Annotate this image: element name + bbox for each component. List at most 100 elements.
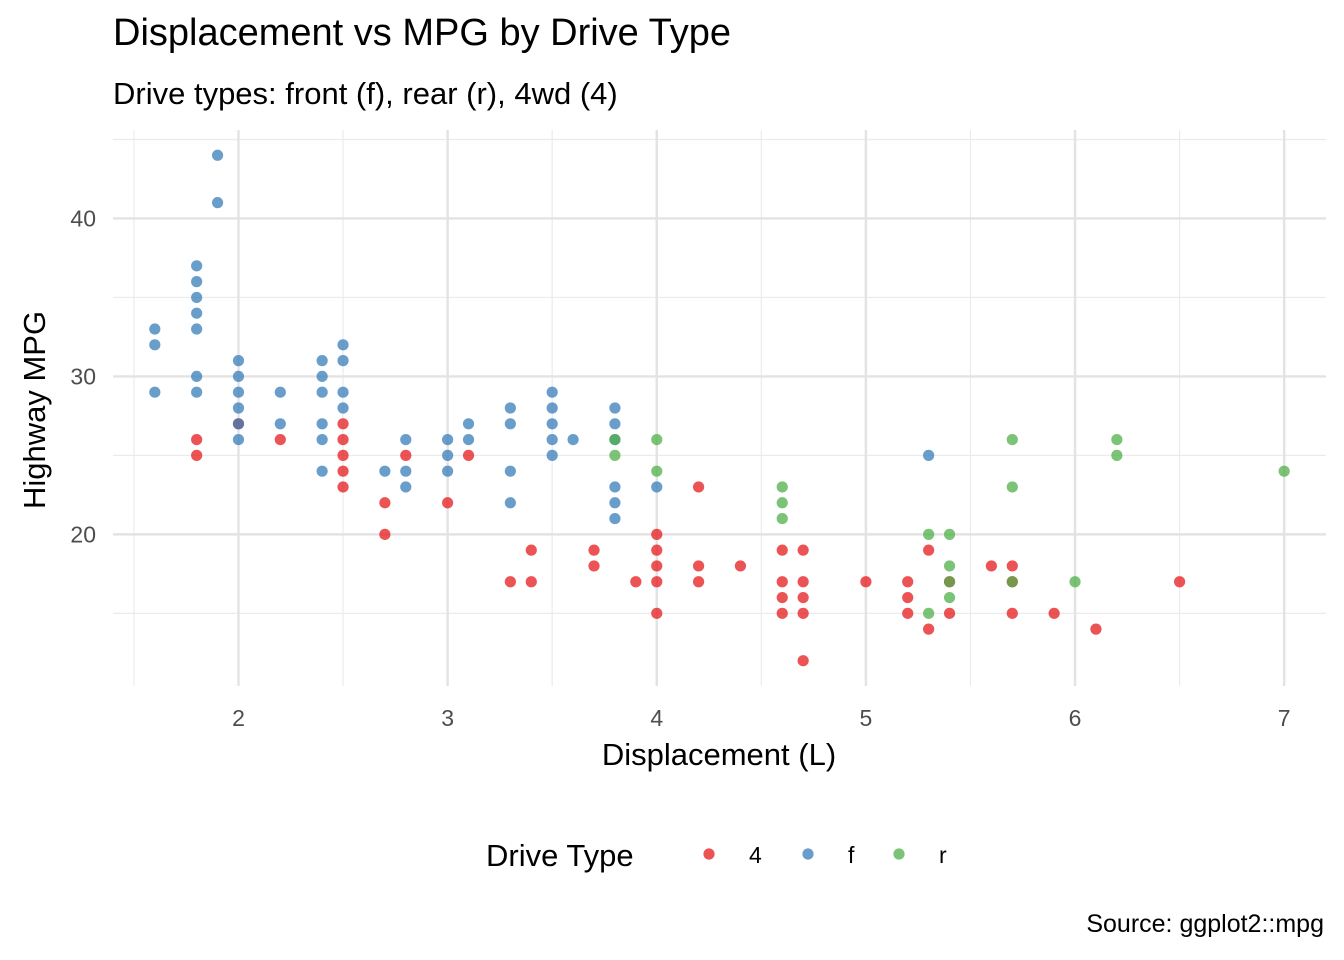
legend-key-4 xyxy=(703,848,715,860)
y-axis-ticks: 20 30 40 xyxy=(70,205,96,547)
point-f xyxy=(316,386,328,398)
point-4 xyxy=(1006,560,1018,572)
point-4 xyxy=(692,560,705,572)
point-r xyxy=(1111,449,1123,461)
point-4 xyxy=(191,449,203,461)
y-axis-title: Highway MPG xyxy=(17,311,52,509)
point-4 xyxy=(525,576,537,588)
major-gridlines xyxy=(113,130,1326,686)
point-f xyxy=(149,323,161,335)
point-r xyxy=(943,576,956,588)
point-r xyxy=(1111,433,1123,446)
x-tick-label: 7 xyxy=(1278,705,1291,731)
point-4 xyxy=(776,607,788,619)
y-tick-label: 30 xyxy=(70,363,96,389)
point-f xyxy=(316,465,328,477)
point-4 xyxy=(442,497,454,509)
point-r xyxy=(1069,576,1081,588)
x-tick-label: 3 xyxy=(441,705,454,731)
point-r xyxy=(923,528,935,540)
point-f xyxy=(191,291,203,304)
point-f xyxy=(400,433,412,446)
point-4 xyxy=(692,481,705,493)
legend-label-r: r xyxy=(939,842,947,868)
point-4 xyxy=(651,528,663,540)
point-4 xyxy=(797,544,809,556)
point-f xyxy=(546,386,558,398)
point-f xyxy=(546,433,558,446)
x-axis-ticks: 2 3 4 5 6 7 xyxy=(232,705,1290,731)
point-f xyxy=(546,449,558,461)
minor-gridlines xyxy=(113,130,1326,686)
point-f xyxy=(609,418,621,430)
point-4 xyxy=(797,591,809,604)
point-f xyxy=(462,418,475,430)
point-f xyxy=(504,497,516,509)
point-4 xyxy=(274,433,286,446)
point-f xyxy=(337,402,349,414)
point-4 xyxy=(588,560,600,572)
point-4 xyxy=(923,623,935,635)
point-4 xyxy=(776,591,788,604)
point-4 xyxy=(651,560,663,572)
point-4 xyxy=(337,418,349,430)
point-4 xyxy=(797,655,809,667)
point-f xyxy=(316,370,328,383)
point-4 xyxy=(337,449,349,461)
chart-subtitle: Drive types: front (f), rear (r), 4wd (4… xyxy=(113,76,618,111)
y-tick-label: 20 xyxy=(70,521,96,547)
point-f xyxy=(609,402,621,414)
chart-title: Displacement vs MPG by Drive Type xyxy=(113,12,732,54)
point-4 xyxy=(797,576,809,588)
legend-key-f xyxy=(802,848,814,860)
point-f xyxy=(546,418,558,430)
point-4 xyxy=(337,481,349,493)
legend: Drive Type 4 f r xyxy=(486,838,947,873)
point-4 xyxy=(902,576,914,588)
point-4 xyxy=(191,433,203,446)
point-f xyxy=(316,418,328,430)
point-4 xyxy=(776,544,788,556)
point-f xyxy=(274,386,286,398)
point-r xyxy=(609,433,621,446)
legend-label-f: f xyxy=(848,842,855,868)
legend-title: Drive Type xyxy=(486,838,634,873)
point-f xyxy=(400,481,412,493)
point-f xyxy=(462,433,475,446)
point-f xyxy=(504,418,516,430)
point-f xyxy=(191,307,203,319)
point-r xyxy=(609,449,621,461)
point-r xyxy=(1006,433,1018,446)
point-f xyxy=(442,433,454,446)
point-f xyxy=(504,402,516,414)
point-4 xyxy=(1006,607,1018,619)
point-f xyxy=(337,355,349,367)
point-r xyxy=(776,481,788,493)
point-4 xyxy=(651,544,663,556)
y-tick-label: 40 xyxy=(70,205,96,231)
point-r xyxy=(776,512,788,525)
point-4 xyxy=(337,465,349,477)
point-4 xyxy=(923,544,935,556)
x-tick-label: 4 xyxy=(650,705,663,731)
point-r xyxy=(1278,465,1290,477)
point-f xyxy=(191,260,203,272)
point-4 xyxy=(337,433,349,446)
legend-key-r xyxy=(893,848,905,860)
point-f xyxy=(504,465,516,477)
point-f xyxy=(211,149,224,161)
chart-caption: Source: ggplot2::mpg xyxy=(1086,910,1324,938)
point-f xyxy=(400,465,412,477)
point-r xyxy=(1006,481,1018,493)
point-r xyxy=(943,591,956,604)
point-4 xyxy=(504,576,516,588)
point-f xyxy=(609,512,621,525)
x-axis-title: Displacement (L) xyxy=(602,737,836,772)
point-r xyxy=(923,607,935,619)
point-4 xyxy=(379,497,391,509)
point-4 xyxy=(630,576,642,588)
legend-label-4: 4 xyxy=(749,842,762,868)
point-f xyxy=(232,370,245,383)
point-4 xyxy=(651,576,663,588)
